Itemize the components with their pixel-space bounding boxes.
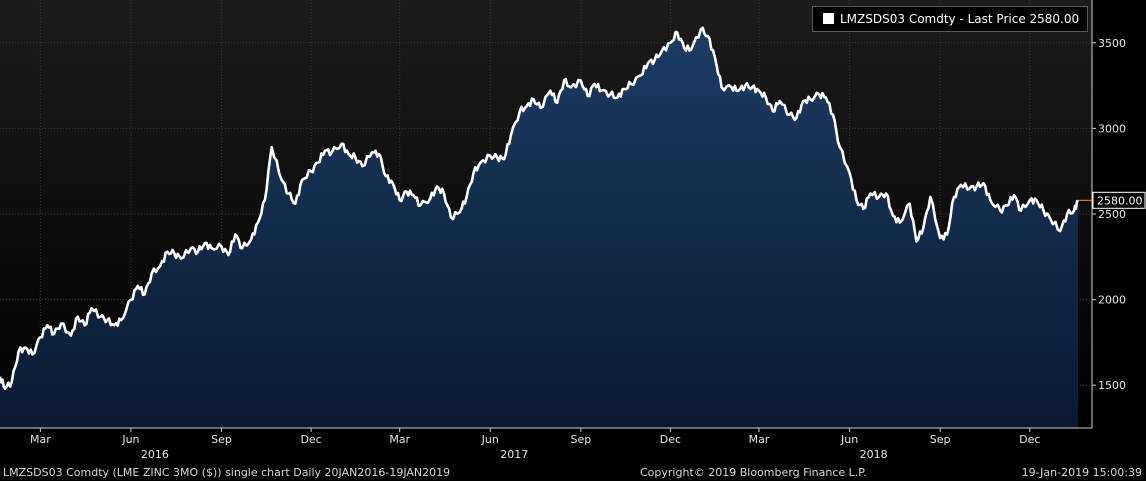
footer-copyright: Copyright© 2019 Bloomberg Finance L.P. bbox=[640, 466, 867, 479]
price-line bbox=[0, 26, 1079, 390]
footer-security-info: LMZSDS03 Comdty (LME ZINC 3MO ($)) singl… bbox=[3, 466, 451, 479]
x-tick-label-month: Jun bbox=[840, 433, 858, 446]
last-price-box bbox=[1092, 191, 1146, 209]
y-tick-label: 3000 bbox=[1098, 122, 1126, 135]
x-tick-label-month: Mar bbox=[749, 433, 770, 446]
last-price-label: 2580.00 bbox=[1097, 194, 1143, 207]
last-price-marker: 2580.00 bbox=[1078, 191, 1146, 209]
x-tick-label-month: Jun bbox=[481, 433, 499, 446]
x-tick-label-month: Sep bbox=[930, 433, 951, 446]
x-tick-label-month: Sep bbox=[570, 433, 591, 446]
y-axis: 1500 2000 2500 3000 3500 bbox=[1092, 37, 1126, 392]
y-tick-label: 3500 bbox=[1098, 37, 1126, 50]
x-tick-label-month: Mar bbox=[30, 433, 51, 446]
x-tick-label-month: Sep bbox=[211, 433, 232, 446]
y-tick-label: 2500 bbox=[1098, 208, 1126, 221]
x-tick-label-month: Dec bbox=[1019, 433, 1040, 446]
x-tick-label-year: 2017 bbox=[500, 448, 528, 461]
x-tick-label-month: Dec bbox=[660, 433, 681, 446]
x-tick-label-month: Mar bbox=[389, 433, 410, 446]
x-tick-label-year: 2016 bbox=[141, 448, 169, 461]
x-tick-label-month: Jun bbox=[121, 433, 139, 446]
price-area bbox=[0, 27, 1078, 428]
x-axis: Mar Jun Sep Dec Mar Jun Sep Dec Mar Jun Sep Dec 2016… bbox=[30, 428, 1040, 461]
legend-swatch bbox=[823, 13, 834, 24]
legend-label: LMZSDS03 Comdty - Last Price 2580.00 bbox=[840, 12, 1080, 26]
y-tick-label: 1500 bbox=[1098, 379, 1126, 392]
legend: LMZSDS03 Comdty - Last Price 2580.00 bbox=[812, 6, 1088, 32]
x-tick-label-year: 2018 bbox=[860, 448, 888, 461]
chart-footer: LMZSDS03 Comdty (LME ZINC 3MO ($)) singl… bbox=[0, 464, 1146, 481]
footer-timestamp: 19-Jan-2019 15:00:39 bbox=[1021, 466, 1142, 479]
x-tick-label-month: Dec bbox=[300, 433, 321, 446]
y-tick-label: 2000 bbox=[1098, 294, 1126, 307]
